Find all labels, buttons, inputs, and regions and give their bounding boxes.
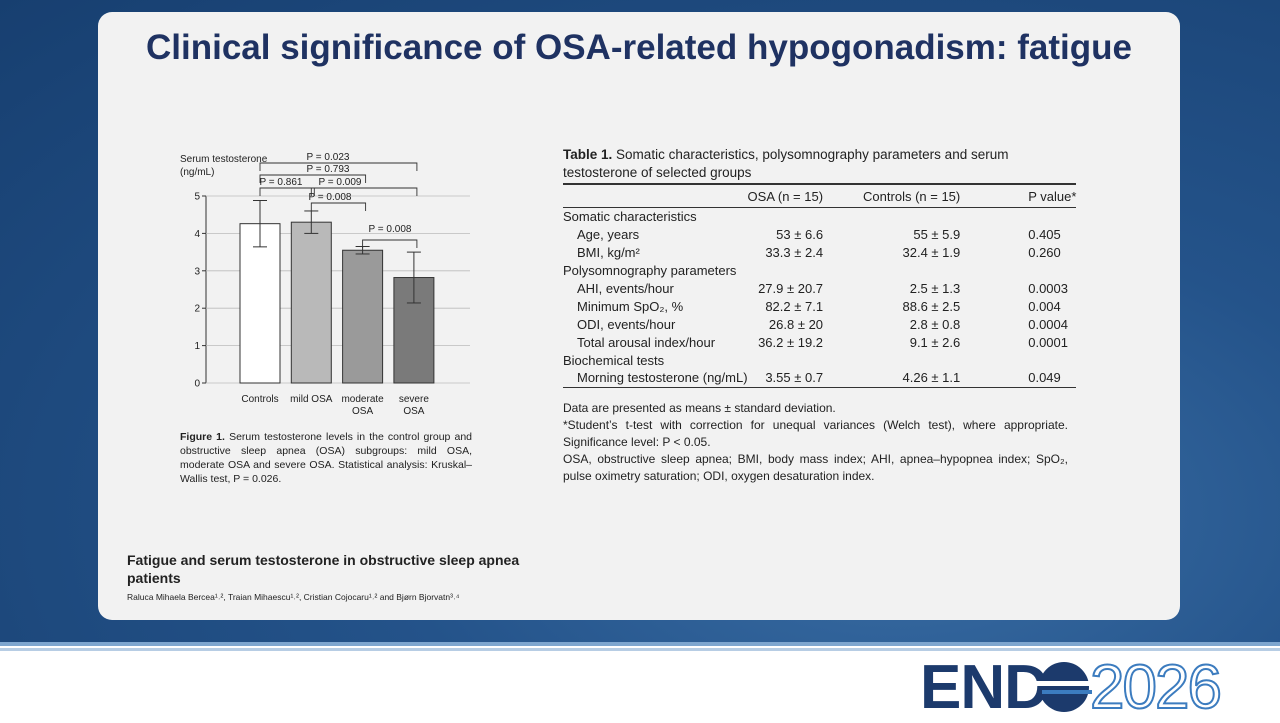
section-heading: Polysomnography parameters [563, 263, 737, 279]
y-tick-label: 3 [194, 266, 200, 277]
y-tick-label: 1 [194, 341, 200, 352]
table-cell: 9.1 ± 2.6 [909, 334, 961, 350]
table-cell: 53 ± 6.6 [776, 227, 824, 243]
data-table: OSA (n = 15) Controls (n = 15) P value* So… [563, 183, 1077, 388]
header-cell [563, 184, 748, 208]
bar [290, 221, 332, 384]
header-cell: P value* [1028, 184, 1077, 208]
table-caption: Table 1. Somatic characteristics, polyso… [563, 146, 1068, 182]
table-cell: 0.405 [1028, 227, 1061, 243]
table-note: OSA, obstructive sleep apnea; BMI, body … [563, 452, 1068, 483]
paper-authors: Raluca Mihaela Bercea¹˒², Traian Mihaesc… [127, 592, 460, 602]
table-cell: 0.0004 [1028, 316, 1068, 332]
table-cell: 3.55 ± 0.7 [765, 370, 824, 386]
table-row: AHI, events/hour 27.9 ± 20.7 2.5 ± 1.3 0.00… [563, 280, 1076, 298]
x-tick-label: severe OSA [398, 394, 429, 417]
y-tick-label: 4 [194, 229, 200, 240]
table-cell: 88.6 ± 2.5 [902, 298, 961, 314]
table-notes: Data are presented as means ± standard d… [563, 400, 1068, 485]
table-cell: 33.3 ± 2.4 [765, 245, 824, 261]
table-cell: Morning testosterone (ng/mL) [577, 370, 748, 386]
table-cell: Total arousal index/hour [577, 334, 716, 350]
table-row: ODI, events/hour 26.8 ± 20 2.8 ± 0.8 0.0004 [563, 315, 1076, 333]
p-value-label: P = 0.793 [307, 164, 350, 175]
section-heading: Somatic characteristics [563, 209, 697, 225]
y-tick-label: 2 [194, 304, 200, 315]
p-value-label: P = 0.861 [260, 177, 303, 188]
table-row: BMI, kg/m² 33.3 ± 2.4 32.4 ± 1.9 0.260 [563, 244, 1076, 262]
logo-text: END [920, 653, 1049, 722]
header-row: OSA (n = 15) Controls (n = 15) P value* [563, 184, 1077, 208]
bar [239, 223, 281, 384]
table-note: *Student’s t-test with correction for un… [563, 418, 1068, 449]
table-cell: 82.2 ± 7.1 [765, 298, 824, 314]
table-cell: 26.8 ± 20 [768, 316, 824, 332]
x-tick-label: Controls [241, 394, 279, 405]
figure-label: Figure 1. [180, 431, 225, 443]
section-heading: Biochemical tests [563, 352, 665, 368]
y-axis-title: (ng/mL) [180, 167, 214, 178]
bar [342, 249, 384, 384]
globe-stripe [1042, 690, 1092, 694]
table-body: Somatic characteristics Age, years 53 ± 6.… [563, 208, 1076, 388]
table-cell: Age, years [577, 227, 640, 243]
y-tick-label: 5 [194, 192, 200, 203]
table-cell: 55 ± 5.9 [913, 227, 961, 243]
y-axis-title: Serum testosterone [180, 154, 268, 165]
table-cell: 0.260 [1028, 245, 1061, 261]
table-note: Data are presented as means ± standard d… [563, 401, 836, 415]
table-cell: 0.0001 [1028, 334, 1068, 350]
table-cell: 2.8 ± 0.8 [909, 316, 961, 332]
table-cell: 0.0003 [1028, 281, 1068, 296]
header-cell: OSA (n = 15) [747, 184, 864, 208]
stripe [0, 648, 1280, 651]
logo-globe [1036, 662, 1092, 712]
table-row: Total arousal index/hour 36.2 ± 19.2 9.1 ±… [563, 333, 1076, 351]
table-cell: 36.2 ± 19.2 [758, 334, 824, 350]
p-value-label: P = 0.008 [309, 192, 352, 203]
table-cell: ODI, events/hour [577, 316, 676, 332]
significance-bracket [259, 187, 315, 196]
p-value-label: P = 0.009 [319, 177, 362, 188]
table-row: Minimum SpO₂, % 82.2 ± 7.1 88.6 ± 2.5 0.004 [563, 297, 1076, 315]
table-cell: 0.049 [1028, 370, 1061, 386]
figure-caption: Figure 1. Serum testosterone levels in t… [180, 430, 472, 486]
p-value-label: P = 0.023 [307, 152, 350, 163]
table-label: Table 1. [563, 147, 613, 162]
p-value-label: P = 0.008 [369, 224, 412, 235]
x-tick-label: mild OSA [290, 394, 333, 405]
significance-bracket [310, 202, 367, 211]
section-row: Polysomnography parameters [563, 262, 1076, 280]
table-cell: 0.004 [1028, 298, 1061, 314]
x-tick-label: moderate OSA [341, 394, 384, 417]
table-cell: 4.26 ± 1.1 [902, 370, 961, 386]
significance-bracket [259, 174, 367, 183]
section-row: Somatic characteristics [563, 208, 1076, 226]
significance-bracket [259, 162, 418, 171]
table-cell: 32.4 ± 1.9 [902, 245, 961, 261]
table-row: Morning testosterone (ng/mL) 3.55 ± 0.7 4.… [563, 369, 1076, 387]
table-cell: 2.5 ± 1.3 [909, 281, 961, 296]
table-cell: AHI, events/hour [577, 281, 674, 296]
globe [1039, 662, 1089, 712]
section-row: Biochemical tests [563, 351, 1076, 369]
table-caption-text: Somatic characteristics, polysomnography… [563, 147, 1009, 180]
significance-bracket [310, 187, 418, 196]
paper-title: Fatigue and serum testosterone in obstru… [127, 552, 520, 586]
figure-text: Serum testosterone levels in the control… [180, 431, 472, 485]
table-cell: 27.9 ± 20.7 [758, 281, 824, 296]
logo-text: 2026 [1089, 652, 1223, 723]
y-tick-label: 0 [194, 379, 200, 390]
table-cell: Minimum SpO₂, % [577, 298, 684, 314]
table-row: Age, years 53 ± 6.6 55 ± 5.9 0.405 [563, 226, 1076, 244]
significance-bracket [362, 239, 418, 248]
stripe [0, 642, 1280, 646]
header-cell: Controls (n = 15) [863, 184, 1029, 208]
globe-stripe [1036, 681, 1092, 686]
slide-title: Clinical significance of OSA-related hyp… [146, 28, 1132, 67]
table-cell: BMI, kg/m² [577, 245, 640, 261]
